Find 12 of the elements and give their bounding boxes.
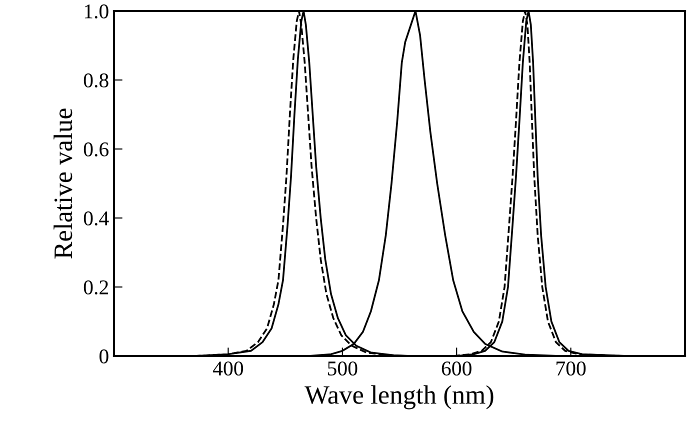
y-axis-title: Relative value (54, 108, 72, 259)
y-tick-label: 1.0 (84, 4, 108, 19)
x-tick-label: 700 (556, 361, 586, 376)
y-tick-label: 0.8 (84, 73, 108, 88)
x-axis-title: Wave length (nm) (304, 385, 494, 410)
y-tick-label: 0.6 (84, 142, 109, 157)
y-tick-label: 0.2 (84, 280, 108, 295)
y-tick-label: 0 (100, 349, 108, 364)
x-tick-label: 500 (328, 361, 358, 376)
x-tick-label: 400 (212, 361, 244, 376)
x-tick-label: 600 (442, 361, 472, 376)
y-tick-label: 0.4 (84, 211, 109, 226)
